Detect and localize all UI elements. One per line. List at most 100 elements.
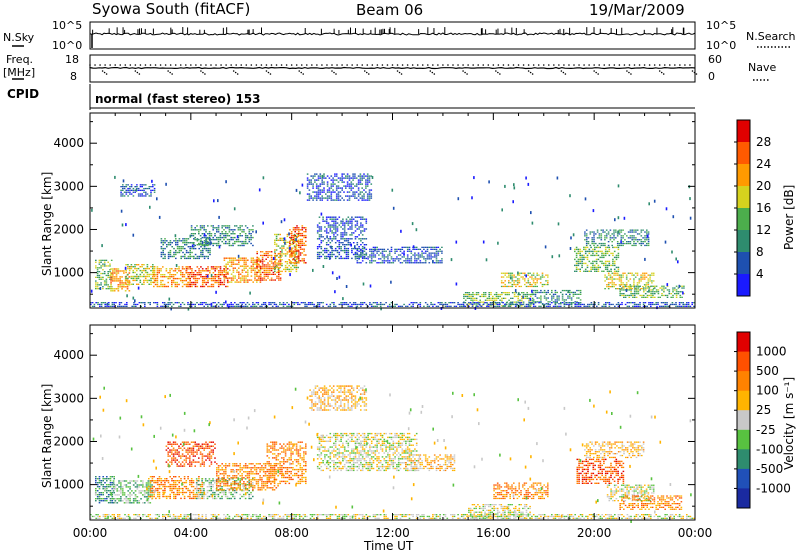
- heatmap-cell: [225, 273, 227, 275]
- heatmap-cell: [298, 231, 300, 233]
- heatmap-cell: [354, 173, 356, 175]
- heatmap-cell: [579, 258, 581, 261]
- heatmap-cell: [358, 303, 360, 306]
- station-title: Syowa South (fitACF): [92, 0, 251, 18]
- heatmap-cell: [183, 283, 186, 286]
- heatmap-cell: [111, 500, 114, 502]
- power-colorbar-segment: [737, 230, 750, 253]
- heatmap-cell: [350, 181, 353, 183]
- heatmap-cell: [378, 250, 380, 252]
- heatmap-cell: [121, 480, 124, 482]
- heatmap-cell: [225, 269, 227, 271]
- heatmap-cell: [421, 254, 423, 256]
- heatmap-cell: [100, 267, 102, 269]
- heatmap-cell: [176, 242, 179, 244]
- heatmap-cell: [267, 262, 269, 264]
- heatmap-cell: [296, 240, 298, 243]
- heatmap-cell: [459, 303, 461, 306]
- heatmap-cell: [196, 257, 199, 260]
- heatmap-cell: [241, 302, 243, 304]
- heatmap-cell: [361, 303, 364, 306]
- heatmap-cell: [213, 199, 215, 203]
- heatmap-cell: [182, 251, 184, 254]
- heatmap-cell: [256, 251, 258, 253]
- heatmap-cell: [359, 175, 362, 177]
- heatmap-cell: [318, 226, 321, 228]
- heatmap-cell: [329, 230, 332, 232]
- heatmap-cell: [323, 183, 325, 185]
- heatmap-cell: [250, 242, 252, 245]
- heatmap-cell: [322, 265, 325, 268]
- heatmap-cell: [278, 275, 280, 277]
- heatmap-cell: [524, 295, 527, 298]
- heatmap-cell: [481, 293, 483, 296]
- heatmap-cell: [196, 238, 198, 241]
- heatmap-cell: [207, 251, 209, 254]
- heatmap-cell: [337, 177, 340, 179]
- nave-dot: [613, 64, 616, 66]
- heatmap-cell: [366, 181, 369, 183]
- heatmap-cell: [670, 296, 672, 298]
- heatmap-cell: [229, 269, 231, 271]
- heatmap-cell: [292, 258, 295, 260]
- heatmap-cell: [165, 270, 168, 272]
- heatmap-cell: [517, 295, 519, 298]
- heatmap-cell: [226, 235, 229, 237]
- heatmap-cell: [145, 187, 147, 190]
- heatmap-cell: [652, 294, 654, 297]
- heatmap-cell: [612, 264, 614, 267]
- heatmap-cell: [472, 301, 474, 303]
- heatmap-cell: [274, 241, 276, 243]
- heatmap-cell: [680, 305, 683, 307]
- heatmap-cell: [591, 242, 593, 245]
- heatmap-cell: [174, 302, 177, 304]
- heatmap-cell: [225, 271, 227, 273]
- heatmap-cell: [137, 275, 140, 278]
- heatmap-cell: [348, 195, 351, 197]
- heatmap-cell: [664, 305, 666, 307]
- heatmap-cell: [305, 231, 307, 233]
- nave-dot: [462, 64, 464, 66]
- heatmap-cell: [212, 302, 214, 304]
- heatmap-cell: [190, 227, 193, 229]
- heatmap-cell: [475, 297, 478, 299]
- heatmap-cell: [270, 266, 273, 268]
- nave-dot: [603, 64, 606, 66]
- heatmap-cell: [132, 277, 134, 280]
- heatmap-cell: [381, 262, 384, 264]
- heatmap-cell: [228, 231, 231, 233]
- heatmap-cell: [295, 243, 298, 245]
- heatmap-cell: [511, 303, 513, 306]
- heatmap-cell: [325, 228, 328, 230]
- heatmap-cell: [342, 232, 344, 234]
- heatmap-cell: [624, 303, 627, 306]
- heatmap-cell: [212, 227, 214, 229]
- heatmap-cell: [615, 284, 617, 286]
- heatmap-cell: [575, 256, 578, 259]
- heatmap-cell: [547, 282, 549, 284]
- heatmap-cell: [91, 305, 94, 307]
- heatmap-cell: [349, 242, 351, 244]
- heatmap-cell: [650, 303, 652, 306]
- heatmap-cell: [518, 282, 521, 284]
- heatmap-cell: [227, 281, 229, 283]
- heatmap-cell: [650, 293, 652, 295]
- heatmap-cell: [354, 302, 357, 304]
- heatmap-cell: [214, 268, 216, 270]
- heatmap-cell: [254, 263, 256, 265]
- heatmap-cell: [205, 240, 208, 242]
- heatmap-cell: [623, 294, 625, 297]
- nave-dot: [179, 64, 182, 66]
- heatmap-cell: [216, 236, 218, 239]
- nave-drop-dot: [595, 71, 597, 74]
- heatmap-cell: [212, 276, 215, 278]
- heatmap-cell: [617, 270, 620, 272]
- heatmap-cell: [145, 193, 147, 195]
- heatmap-cell: [529, 283, 531, 286]
- heatmap-cell: [574, 303, 576, 306]
- heatmap-cell: [289, 242, 291, 244]
- heatmap-cell: [164, 238, 166, 240]
- heatmap-cell: [556, 305, 558, 307]
- heatmap-cell: [609, 276, 612, 278]
- heatmap-cell: [601, 256, 603, 259]
